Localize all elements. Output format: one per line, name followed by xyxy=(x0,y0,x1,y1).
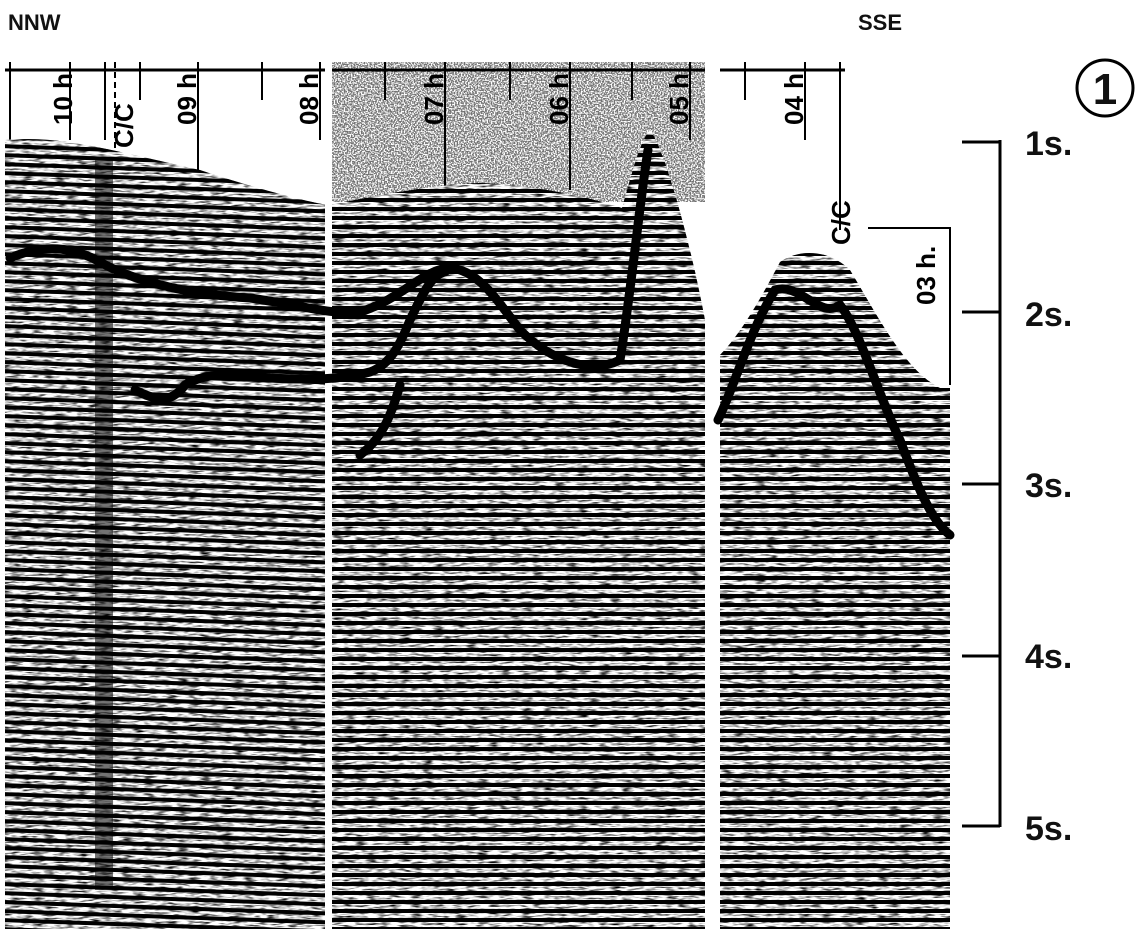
hour-label-07h: 07 h xyxy=(419,73,449,125)
seismic-section-middle xyxy=(330,130,705,929)
twt-tick-5s: 5s. xyxy=(1025,810,1072,848)
seismic-section-right xyxy=(720,252,950,929)
direction-right-label: SSE xyxy=(858,10,902,35)
hour-label-06h: 06 h xyxy=(544,73,574,125)
twt-tick-4s: 4s. xyxy=(1025,638,1072,676)
hour-label-03h: 03 h. xyxy=(911,246,941,305)
twt-scale: 1s. 2s. 3s. 4s. 5s. xyxy=(962,125,1072,848)
horizon-upper xyxy=(5,145,955,540)
hour-label-09h: 09 h xyxy=(172,73,202,125)
record-gap-08h xyxy=(325,60,332,929)
figure-number: 1 xyxy=(1093,65,1117,114)
trace-column-left xyxy=(95,160,113,890)
twt-tick-1s: 1s. xyxy=(1025,125,1072,163)
figure-number-badge: 1 xyxy=(1075,58,1135,118)
hour-label-10h: 10 h xyxy=(48,73,78,125)
hour-label-05h: 05 h xyxy=(664,73,694,125)
twt-tick-3s: 3s. xyxy=(1025,467,1072,505)
record-gap-05h xyxy=(705,60,720,929)
hour-labels: 10 h 09 h 08 h 07 h 06 h 05 h 04 h 03 h.… xyxy=(48,62,951,385)
hour-label-04h: 04 h xyxy=(779,73,809,125)
direction-left-label: NNW xyxy=(8,10,61,35)
course-change-label-left: C/C xyxy=(109,103,139,148)
seismic-section-left xyxy=(5,139,330,929)
horizon-lower xyxy=(130,267,450,460)
hour-label-08h: 08 h xyxy=(294,73,324,125)
twt-tick-2s: 2s. xyxy=(1025,296,1072,334)
